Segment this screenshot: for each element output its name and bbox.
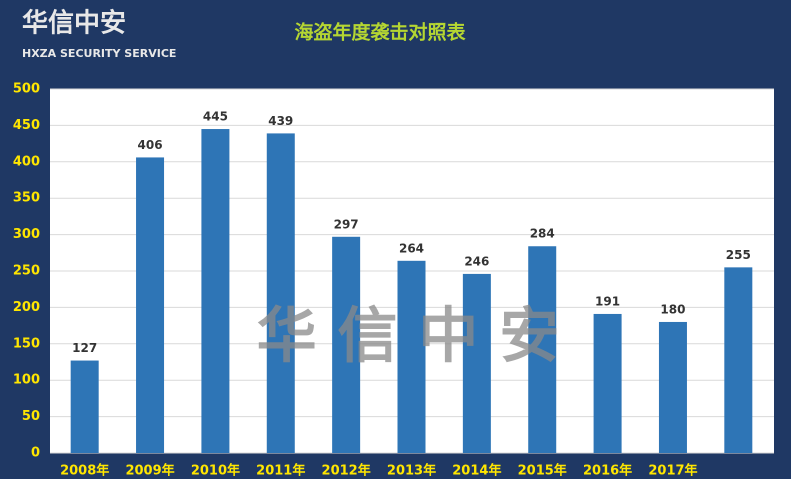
bar [136,157,165,453]
watermark: 华 信 中 安 [257,302,560,372]
value-label: 255 [726,248,751,262]
y-tick-label: 200 [13,300,40,315]
y-tick-label: 500 [13,82,40,97]
value-label: 127 [72,341,97,355]
bar [528,246,557,453]
y-tick-label: 50 [22,409,40,424]
value-label: 246 [464,254,489,268]
y-tick-label: 150 [13,336,40,351]
value-label: 297 [334,217,359,231]
x-tick-label: 2008年 [60,463,109,479]
y-tick-label: 400 [13,154,40,169]
bar [724,267,753,453]
y-tick-label: 350 [13,191,40,206]
value-label: 445 [203,110,228,124]
value-label: 264 [399,241,424,255]
value-label: 180 [660,302,685,316]
value-label: 284 [530,227,555,241]
brand-name: 华信中安 [22,8,126,39]
y-tick-label: 250 [13,264,40,279]
value-label: 406 [138,138,163,152]
x-tick-label: 2016年 [583,463,632,479]
bar [397,260,426,453]
y-tick-label: 450 [13,118,40,133]
y-tick-label: 100 [13,373,40,388]
value-label: 439 [268,114,293,128]
bar [462,273,491,453]
y-tick-label: 0 [31,446,40,461]
x-tick-label: 2015年 [518,463,567,479]
bar [593,313,622,453]
brand-tagline: HXZA SECURITY SERVICE [22,47,176,60]
bar [70,360,99,453]
bar [266,133,295,453]
chart-title: 海盗年度袭击对照表 [294,21,466,44]
x-tick-label: 2009年 [125,463,174,479]
x-tick-label: 2010年 [191,463,240,479]
x-tick-label: 2012年 [322,463,371,479]
x-tick-label: 2017年 [648,463,697,479]
y-tick-label: 300 [13,227,40,242]
bar [201,129,230,454]
x-tick-label: 2013年 [387,463,436,479]
x-tick-label: 2014年 [452,463,501,479]
x-tick-label: 2011年 [256,463,305,479]
bar [332,236,361,453]
bar [658,321,687,453]
value-label: 191 [595,294,620,308]
